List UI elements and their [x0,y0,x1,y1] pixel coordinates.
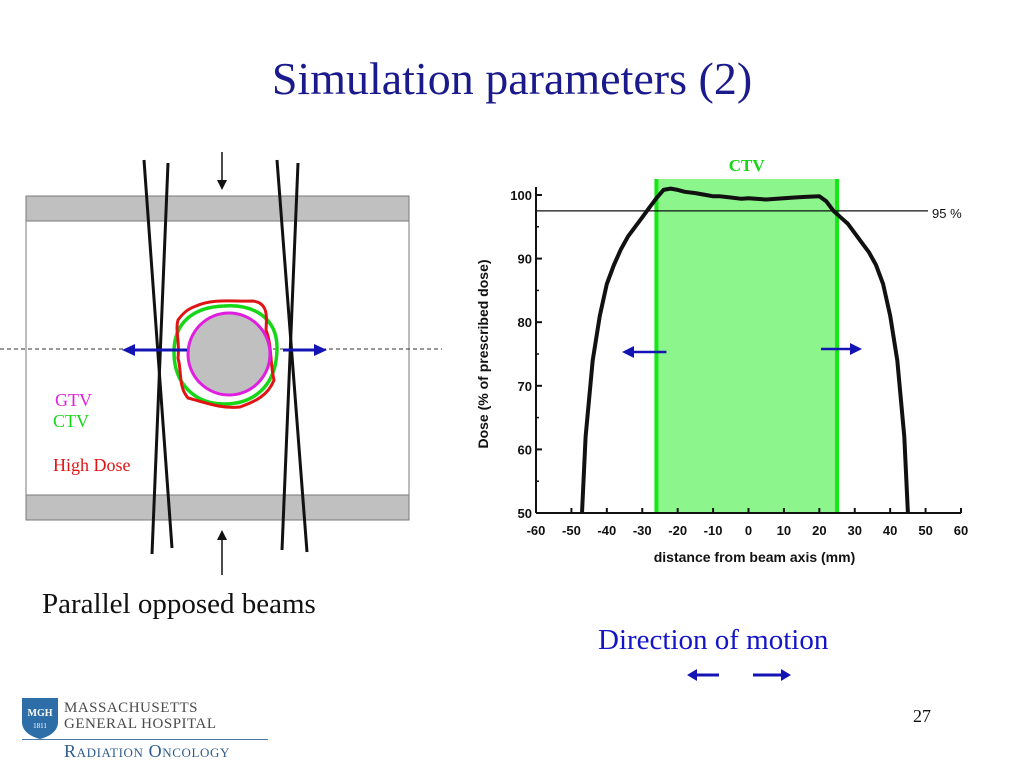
diagram-caption: Parallel opposed beams [42,588,316,620]
legend-ctv: CTV [53,411,89,431]
x-tick-label-0: 0 [745,523,752,538]
bottom-tissue-band [25,494,410,521]
ctv-region-label: CTV [729,156,766,175]
x-tick-label-10: 10 [777,523,791,538]
logo-line1: MASSACHUSETTS [64,700,199,716]
beam-schematic [0,152,442,575]
top-beam-arrowhead [217,180,227,190]
y-tick-label-100: 100 [510,188,532,203]
x-tick-label-40: 40 [883,523,897,538]
logo-badge-text: MGH [28,708,53,719]
y-tick-label-80: 80 [518,315,532,330]
x-tick-label-30: 30 [848,523,862,538]
reference-95-label: 95 % [932,206,962,221]
beam-edge-left-a [142,159,174,549]
motion-arrow-right-head [314,344,327,356]
logo-line2: GENERAL HOSPITAL [64,716,217,732]
x-tick-label-60: 60 [954,523,968,538]
logo-line3: Radiation Oncology [64,741,230,761]
top-tissue-band [25,195,410,222]
x-tick-label--50: -50 [562,523,581,538]
logo-divider [22,739,268,740]
page-number: 27 [913,706,931,726]
y-tick-label-90: 90 [518,252,532,267]
mgh-shield-icon: MGH 1811 [22,698,58,739]
x-tick-label--60: -60 [527,523,546,538]
dose-profile-chart: CTV 50 60 70 80 90 100 -60 -50 -40 -30 -20 -10 0 10 20 3… [475,156,968,565]
beam-edge-left-b [150,162,170,555]
y-tick-label-70: 70 [518,379,532,394]
ctv-motion-left-head [622,346,634,358]
x-tick-label--30: -30 [633,523,652,538]
high-dose-contour [175,299,276,409]
motion-legend-right-head [781,669,791,681]
y-tick-label-60: 60 [518,442,532,457]
legend-high-dose: High Dose [53,455,131,475]
y-tick-label-50: 50 [518,506,532,521]
gtv-contour [186,311,272,397]
bottom-beam-arrowhead [217,530,227,540]
beam-edge-right-b [280,162,300,551]
logo-badge-year: 1811 [33,722,47,730]
x-tick-label--10: -10 [704,523,723,538]
ctv-motion-right-head [850,343,862,355]
beam-edge-right-a [275,159,309,553]
x-tick-label--20: -20 [668,523,687,538]
x-tick-label--40: -40 [597,523,616,538]
legend-gtv: GTV [55,390,92,410]
ctv-region [656,179,838,513]
motion-direction-arrows [687,669,791,681]
x-axis-label: distance from beam axis (mm) [654,549,856,565]
x-tick-label-50: 50 [918,523,932,538]
motion-arrow-left-head [122,344,135,356]
ctv-contour [172,304,279,406]
dose-profile-line [580,186,910,514]
motion-legend-left-head [687,669,697,681]
y-axis-label: Dose (% of prescribed dose) [475,259,491,448]
slide-title: Simulation parameters (2) [271,53,753,104]
motion-caption: Direction of motion [598,624,829,656]
x-tick-label-20: 20 [812,523,826,538]
